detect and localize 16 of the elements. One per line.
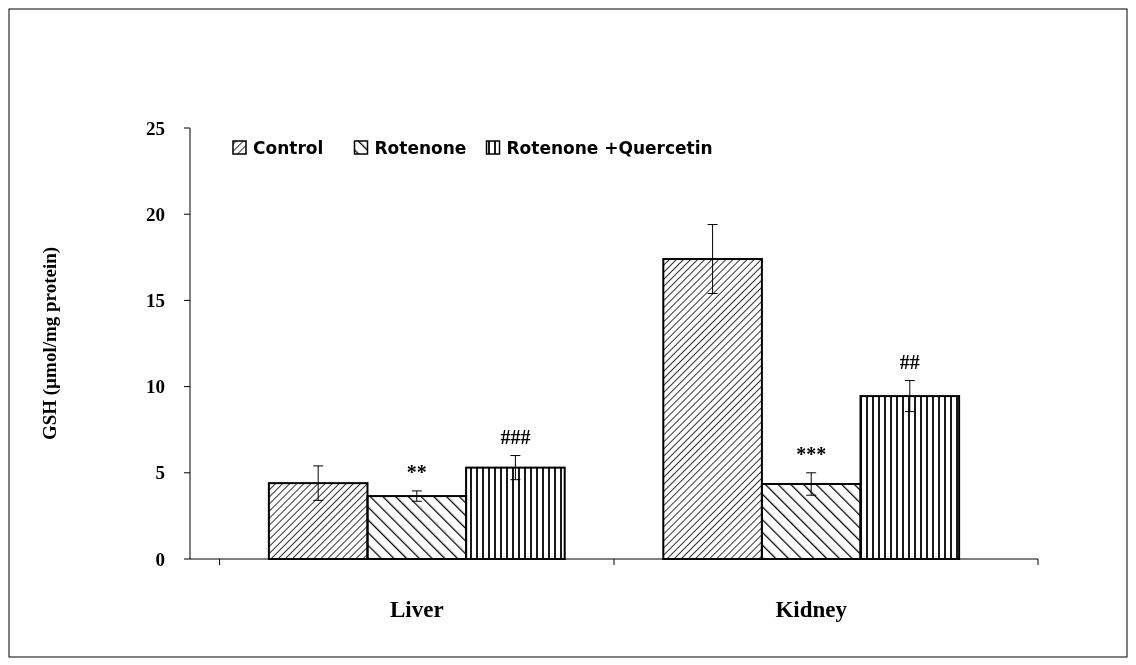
x-tick-label: Kidney <box>775 597 848 622</box>
y-axis-title: GSH (µmol/mg protein) <box>39 246 61 441</box>
y-tick-label: 25 <box>146 117 165 139</box>
y-tick-label: 5 <box>155 462 165 484</box>
y-tick-label: 15 <box>146 290 165 312</box>
data-label: ### <box>500 425 531 448</box>
y-tick-label: 0 <box>155 548 165 570</box>
data-label: ** <box>406 460 427 483</box>
y-tick-label: 20 <box>146 203 165 225</box>
legend-label: Rotenone +Quercetin <box>506 137 713 158</box>
data-label: ## <box>899 350 920 373</box>
legend-label: Control <box>253 137 324 158</box>
x-tick-label: Liver <box>389 597 444 622</box>
legend-label: Rotenone <box>374 137 467 158</box>
y-tick-label: 10 <box>146 376 165 398</box>
data-label: *** <box>796 442 827 465</box>
